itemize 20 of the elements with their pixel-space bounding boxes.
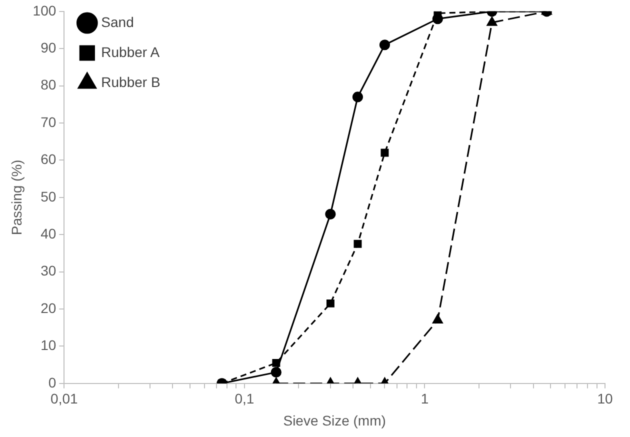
y-tick-label: 70: [40, 114, 56, 130]
y-tick-label: 50: [40, 188, 56, 204]
legend-label: Rubber B: [101, 74, 160, 90]
y-tick-label: 60: [40, 151, 56, 168]
x-tick-label: 0,1: [234, 390, 254, 407]
y-tick-label: 40: [40, 225, 56, 242]
legend-label: Rubber A: [101, 44, 160, 60]
y-tick-label: 90: [40, 39, 56, 56]
y-axis-title: Passing (%): [8, 160, 24, 236]
x-tick-label: 1: [420, 390, 429, 407]
legend-label: Sand: [101, 14, 134, 30]
y-tick-label: 30: [40, 262, 56, 279]
y-tick-label: 20: [40, 300, 56, 316]
y-tick-label: 10: [40, 337, 56, 354]
x-tick-label: 10: [597, 390, 613, 407]
y-tick-label: 0: [48, 374, 56, 390]
x-axis-title: Sieve Size (mm): [283, 412, 386, 428]
y-tick-label: 100: [32, 2, 56, 18]
x-tick-label: 0,01: [50, 390, 78, 407]
y-tick-label: 80: [40, 76, 56, 93]
